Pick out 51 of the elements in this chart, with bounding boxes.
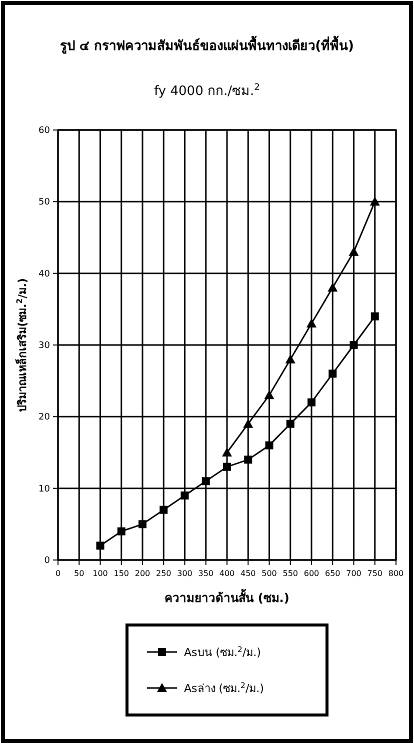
point [370,196,380,206]
x-tick-label: 150 [114,569,130,578]
y-tick-label: 30 [38,341,50,351]
point [348,246,359,256]
y-tick-label: 20 [38,412,50,423]
point [160,506,168,514]
x-tick-label: 300 [177,569,192,578]
chart-title: รูป ๔ กราฟความสัมพันธ์ของแผ่นพื้นทางเดียว(ที่พื้น) [60,35,354,54]
point [328,282,338,292]
x-tick-label: 500 [262,569,277,578]
x-tick-label: 50 [74,569,84,578]
x-tick-label: 600 [304,569,320,578]
point [117,527,126,536]
x-tick-label: 350 [198,569,214,578]
x-tick-label: 0 [55,569,61,578]
x-tick-label: 250 [156,569,172,578]
x-tick-label: 550 [282,569,298,578]
point [285,354,296,364]
x-axis-title: ความยาวด้านสั้น (ซม.) [164,588,290,605]
point [264,390,274,400]
x-tick-label: 700 [346,569,362,578]
point [180,492,189,500]
point [306,318,316,328]
y-tick-label: 10 [38,484,50,494]
y-tick-label: 60 [38,126,50,136]
point [370,312,379,320]
point [202,477,210,486]
point [243,418,254,428]
y-tick-label: 40 [38,269,50,280]
x-tick-label: 800 [388,569,404,578]
x-tick-label: 450 [240,569,256,578]
point [222,448,232,456]
point [308,398,316,406]
x-tick-label: 750 [367,569,383,578]
point [265,441,274,450]
y-tick-label: 50 [38,198,50,208]
x-tick-label: 200 [134,569,150,578]
legend-label: Asบน (ซม.$^{2}$/ม.) [184,644,261,659]
point [350,341,358,349]
x-tick-label: 100 [92,569,108,578]
point [96,542,104,550]
x-tick-label: 650 [324,569,340,578]
chart-subtitle: fy 4000 กก./ซม.$^{2}$ [154,83,260,99]
point [138,520,146,528]
point [286,420,294,428]
point [244,456,252,464]
x-tick-label: 400 [219,569,235,578]
legend-label: Asล่าง (ซม.$^{2}$/ม.) [184,680,264,695]
point [328,370,337,378]
y-tick-label: 0 [44,556,50,566]
point [223,462,231,471]
